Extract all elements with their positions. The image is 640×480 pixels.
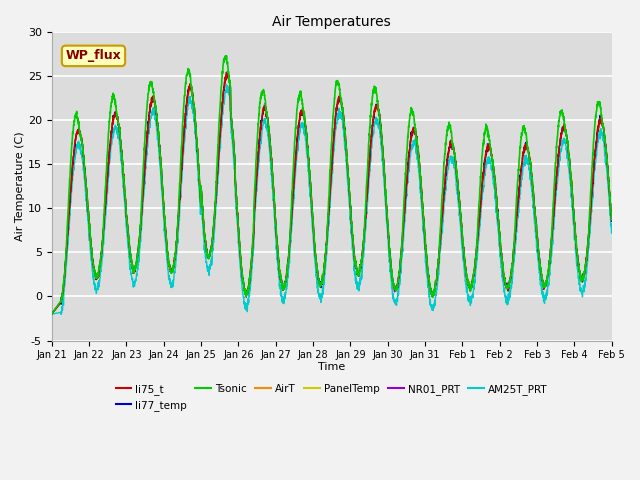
Y-axis label: Air Temperature (C): Air Temperature (C): [15, 131, 25, 241]
Legend: li75_t, li77_temp, Tsonic, AirT, PanelTemp, NR01_PRT, AM25T_PRT: li75_t, li77_temp, Tsonic, AirT, PanelTe…: [111, 380, 552, 415]
Title: Air Temperatures: Air Temperatures: [272, 15, 391, 29]
Text: WP_flux: WP_flux: [66, 49, 122, 62]
X-axis label: Time: Time: [318, 362, 345, 372]
